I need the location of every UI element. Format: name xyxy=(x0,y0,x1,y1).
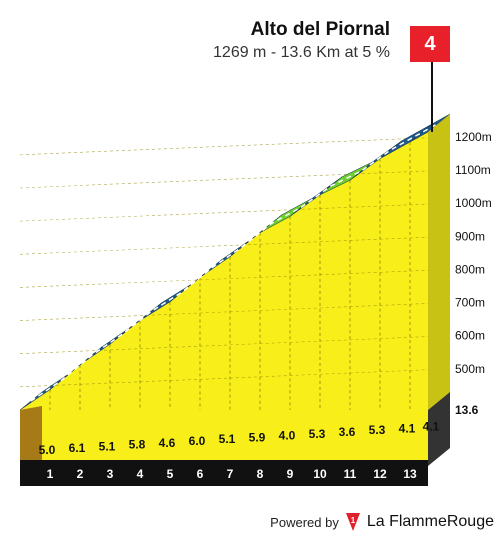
gradient-label: 5.3 xyxy=(309,427,326,441)
gradient-label: 3.6 xyxy=(339,425,356,439)
km-label: 12 xyxy=(373,467,387,481)
km-label: 6 xyxy=(197,467,204,481)
summit-flag: 4 xyxy=(410,26,450,62)
gradient-label: 5.3 xyxy=(369,423,386,437)
profile-side-face xyxy=(428,114,450,410)
km-label: 11 xyxy=(344,467,357,481)
la-flamme-rouge-logo-icon: 1 xyxy=(345,513,360,531)
start-block xyxy=(20,406,42,466)
km-label: 1 xyxy=(47,467,54,481)
y-tick-label: 800m xyxy=(455,262,485,276)
gradient-label: 4.0 xyxy=(279,429,296,443)
gradient-label: 5.1 xyxy=(99,439,116,453)
base-side-face xyxy=(428,392,450,466)
ridge-centerline xyxy=(30,122,440,402)
climb-subtitle: 1269 m - 13.6 Km at 5 % xyxy=(213,44,390,61)
km-label: 10 xyxy=(313,467,327,481)
gradient-label: 5.0 xyxy=(39,443,56,457)
km-label: 13 xyxy=(403,467,417,481)
gradient-label: 4.1 xyxy=(399,421,416,435)
km-label: 2 xyxy=(77,467,84,481)
svg-text:1: 1 xyxy=(351,516,356,525)
gradient-label: 5.1 xyxy=(219,432,236,446)
y-tick-label: 1000m xyxy=(455,196,492,210)
profile-fill xyxy=(20,132,428,410)
powered-by-label: Powered by xyxy=(270,514,339,530)
gradient-label: 6.1 xyxy=(69,441,86,455)
climb-number: 4 xyxy=(424,33,436,55)
km-label: 3 xyxy=(107,467,114,481)
gradient-band-lower xyxy=(42,438,428,460)
brand-name: La FlammeRouge xyxy=(366,513,494,530)
distance-end-label: 13.6 xyxy=(455,403,479,417)
gradient-label: 4.1 xyxy=(423,420,440,434)
y-tick-label: 1200m xyxy=(455,130,492,144)
flag-pole xyxy=(431,62,433,132)
gradient-label: 5.8 xyxy=(129,438,146,452)
y-tick-label: 900m xyxy=(455,229,485,243)
y-tick-label: 600m xyxy=(455,329,485,343)
km-label: 9 xyxy=(287,467,294,481)
gradient-label: 5.9 xyxy=(249,430,266,444)
gradient-label: 6.0 xyxy=(189,434,206,448)
km-label: 8 xyxy=(257,467,264,481)
y-tick-label: 500m xyxy=(455,362,485,376)
y-tick-label: 700m xyxy=(455,296,485,310)
y-tick-label: 1100m xyxy=(455,163,491,177)
gradient-band xyxy=(20,410,428,438)
footer: Powered by 1 La FlammeRouge xyxy=(270,512,494,532)
header: Alto del Piornal 1269 m - 13.6 Km at 5 % xyxy=(213,18,390,64)
climb-title: Alto del Piornal xyxy=(250,19,390,40)
gradient-label: 4.6 xyxy=(159,436,176,450)
grid-line xyxy=(19,136,451,156)
km-label: 4 xyxy=(137,467,144,481)
km-label: 5 xyxy=(167,467,174,481)
km-label: 7 xyxy=(227,467,234,481)
km-band xyxy=(20,460,428,486)
